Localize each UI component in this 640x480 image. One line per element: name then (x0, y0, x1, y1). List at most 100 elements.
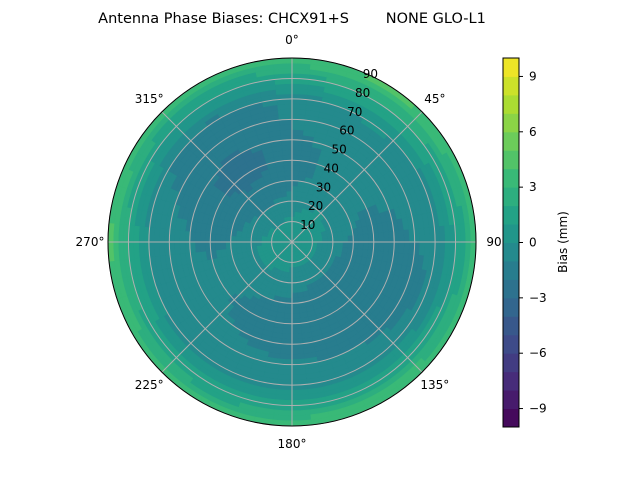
colorbar-level (503, 353, 519, 373)
contour-cell (291, 292, 299, 299)
contour-cell (291, 353, 305, 360)
colorbar-tick-label: −3 (529, 291, 547, 305)
colorbar-tick-label: 9 (529, 69, 537, 83)
r-tick-label: 20 (308, 199, 323, 213)
colorbar-level (503, 260, 519, 280)
contour-cell (342, 235, 349, 243)
angular-gridline (291, 241, 423, 373)
colorbar-tick-label: 0 (529, 236, 537, 250)
contour-cell (291, 103, 307, 111)
contour-cell (277, 373, 293, 381)
contour-cell (378, 232, 385, 243)
contour-cell (255, 241, 262, 247)
contour-cell (287, 205, 293, 212)
contour-cell (347, 235, 354, 243)
contour-cell (332, 236, 339, 243)
contour-cell (398, 229, 405, 243)
contour-cell (291, 129, 305, 136)
contour-cell (291, 124, 305, 131)
r-tick-label: 80 (355, 86, 370, 100)
contour-cell (285, 297, 293, 304)
colorbar-tick-label: 6 (529, 125, 537, 139)
contour-cell (291, 333, 303, 340)
angular-gridline (161, 241, 293, 373)
contour-cell (383, 231, 390, 243)
contour-cell (403, 229, 410, 243)
contour-cell (291, 287, 298, 294)
contour-cell (291, 328, 302, 335)
polar-grid (107, 57, 477, 427)
contour-cell (418, 241, 426, 257)
contour-cell (291, 144, 303, 151)
theta-tick-label: 45° (424, 92, 445, 106)
polar-frame (107, 57, 477, 427)
angular-gridline (291, 111, 423, 243)
r-tick-label: 90 (363, 67, 378, 81)
colorbar-level (503, 279, 519, 299)
theta-tick-label: 135° (420, 378, 449, 392)
contour-cell (347, 241, 354, 249)
colorbar-level (503, 408, 519, 428)
colorbar-level (503, 316, 519, 336)
theta-tick-label: 90 (486, 235, 501, 249)
contour-cell (284, 170, 293, 177)
contour-cell (291, 108, 307, 116)
contour-cell (250, 241, 257, 247)
colorbar-level (503, 131, 519, 151)
axis-labels: 0° 45° 90 135° 180° 225° 270° 315° 10 20 30 40 50 60 7… (76, 33, 502, 451)
contour-cell (283, 317, 293, 325)
contour-cell (367, 241, 375, 251)
contour-cell (291, 149, 302, 156)
contour-cell (281, 333, 293, 340)
contour-cell (277, 108, 293, 116)
contour-cell (291, 312, 301, 319)
colorbar-level (503, 113, 519, 133)
contour-cell (282, 328, 293, 335)
contour-cell (283, 312, 293, 319)
r-tick-label: 60 (339, 124, 354, 138)
colorbar-level (503, 242, 519, 262)
colorbar-level (503, 297, 519, 317)
contour-cell (423, 241, 431, 257)
r-tick-label: 70 (347, 105, 362, 119)
contour-cell (291, 317, 301, 325)
contour-cell (403, 241, 410, 255)
contour-cell (291, 165, 301, 172)
contour-cell (291, 190, 298, 197)
contour-cell (277, 103, 293, 111)
contour-cell (284, 307, 293, 314)
contour-cell (291, 297, 299, 304)
contour-cell (194, 241, 201, 253)
contour-cell (279, 129, 293, 136)
contour-cell (199, 241, 206, 252)
contour-cell (378, 241, 385, 252)
chart-title: Antenna Phase Biases: CHCX91+S NONE GLO-… (98, 11, 486, 27)
contour-cell (240, 241, 247, 248)
r-tick-label: 50 (331, 143, 346, 157)
contour-cell (277, 368, 293, 376)
contour-cell (174, 241, 181, 255)
contour-cell (357, 234, 364, 243)
contour-cell (285, 292, 293, 299)
contour-cell (209, 233, 217, 243)
colorbar-level (503, 187, 519, 207)
theta-tick-label: 180° (278, 437, 307, 451)
contour-cell (230, 235, 237, 243)
contour-cell (283, 159, 293, 167)
colorbar-level (503, 390, 519, 410)
r-tick-label: 10 (300, 218, 315, 232)
r-tick-label: 40 (324, 161, 339, 175)
colorbar-label: Bias (mm) (556, 211, 570, 273)
colorbar: −9 −6 −3 0 3 6 9 (502, 57, 547, 428)
contour-cell (282, 149, 293, 156)
contour-cell (279, 353, 293, 360)
contour-cell (291, 170, 300, 177)
contour-cell (220, 234, 227, 243)
contour-cell (322, 237, 329, 243)
angular-gridline (161, 111, 293, 243)
colorbar-level (503, 224, 519, 243)
contour-cell (367, 233, 375, 243)
colorbar-tick-label: −9 (529, 402, 547, 416)
contour-cell (215, 233, 222, 243)
colorbar-level (503, 371, 519, 391)
